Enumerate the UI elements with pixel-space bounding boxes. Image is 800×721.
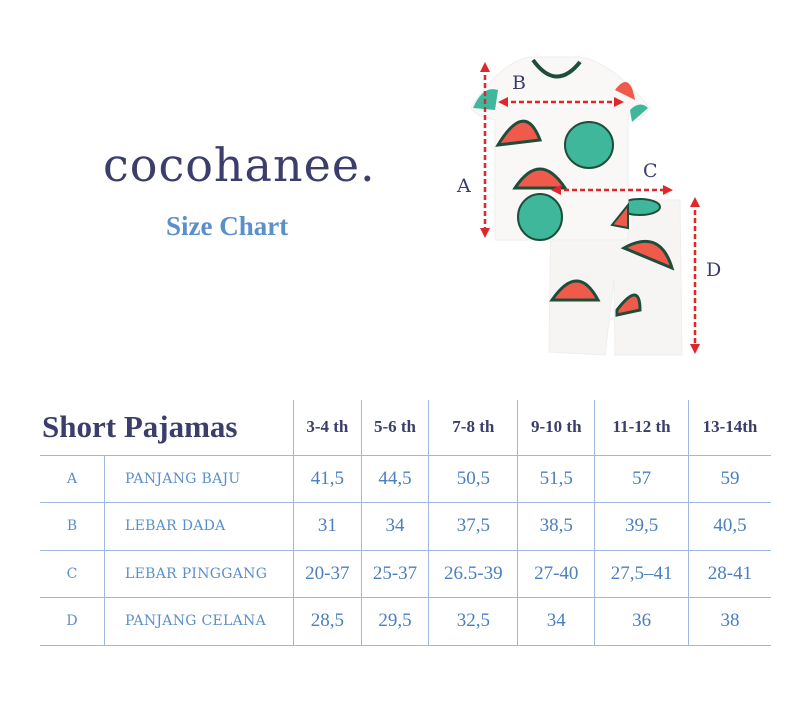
cell-value: 39,5 [594, 502, 689, 551]
cell-value: 27,5–41 [594, 549, 689, 598]
row-code: A [40, 454, 105, 503]
cell-value: 36 [594, 597, 689, 646]
row-label: PANJANG BAJU [104, 454, 294, 503]
cell-value: 25-37 [360, 549, 430, 598]
cell-value: 28-41 [687, 549, 771, 598]
cell-value: 41,5 [293, 454, 362, 503]
cell-value: 29,5 [360, 597, 430, 646]
page-subtitle: Size Chart [166, 211, 289, 241]
row-label: LEBAR DADA [104, 502, 294, 551]
measure-b-label: B [512, 72, 526, 94]
table-row: D PANJANG CELANA 28,5 29,5 32,5 34 36 38 [40, 597, 771, 646]
cell-value: 28,5 [293, 597, 362, 646]
size-header: 13-14th [687, 400, 771, 456]
cell-value: 51,5 [517, 454, 596, 503]
cell-value: 57 [594, 454, 689, 503]
row-label: PANJANG CELANA [104, 597, 294, 646]
cell-value: 59 [687, 454, 771, 503]
cell-value: 27-40 [517, 549, 596, 598]
cell-value: 38 [687, 597, 771, 646]
table-row: C LEBAR PINGGANG 20-37 25-37 26.5-39 27-… [40, 549, 771, 598]
pajama-diagram: A B C D [456, 56, 721, 356]
size-table: Short Pajamas 3-4 th 5-6 th 7-8 th 9-10 … [40, 400, 771, 646]
shirt-illustration [470, 56, 651, 241]
row-code: D [40, 597, 105, 646]
table-header-row: Short Pajamas 3-4 th 5-6 th 7-8 th 9-10 … [40, 400, 771, 456]
size-header: 5-6 th [360, 400, 430, 456]
measure-a-label: A [456, 175, 471, 197]
row-code: B [40, 502, 105, 551]
table-title: Short Pajamas [40, 400, 294, 456]
table-row: B LEBAR DADA 31 34 37,5 38,5 39,5 40,5 [40, 502, 771, 551]
size-header: 11-12 th [594, 400, 689, 456]
cell-value: 34 [517, 597, 596, 646]
brand-logo: cocohanee. [103, 138, 376, 192]
cell-value: 37,5 [428, 502, 519, 551]
cell-value: 38,5 [517, 502, 596, 551]
table-row: A PANJANG BAJU 41,5 44,5 50,5 51,5 57 59 [40, 454, 771, 503]
cell-value: 44,5 [360, 454, 430, 503]
measure-c-label: C [643, 160, 658, 182]
size-header: 9-10 th [517, 400, 596, 456]
cell-value: 31 [293, 502, 362, 551]
size-header: 3-4 th [293, 400, 362, 456]
measure-d-label: D [706, 259, 721, 281]
cell-value: 50,5 [428, 454, 519, 503]
row-code: C [40, 549, 105, 598]
cell-value: 32,5 [428, 597, 519, 646]
row-label: LEBAR PINGGANG [104, 549, 294, 598]
cell-value: 20-37 [293, 549, 362, 598]
cell-value: 40,5 [687, 502, 771, 551]
cell-value: 26.5-39 [428, 549, 519, 598]
cell-value: 34 [360, 502, 430, 551]
size-header: 7-8 th [428, 400, 519, 456]
